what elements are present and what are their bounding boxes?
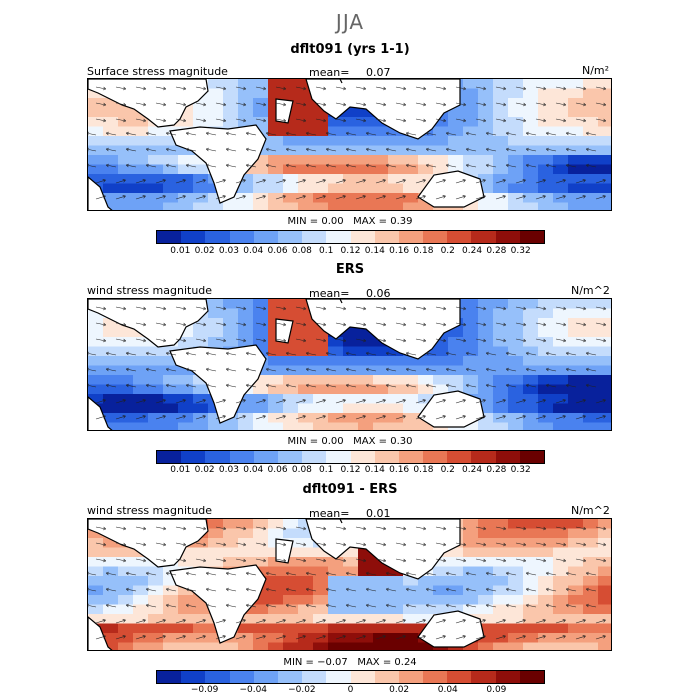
panel-2-minmax: MIN = 0.00 MAX = 0.30 <box>0 436 700 447</box>
season-title: JJA <box>335 10 365 34</box>
panel-1-colorbar-ticks: 0.01 0.02 0.03 0.04 0.06 0.08 0.1 0.12 0.14 0.16 0… <box>156 246 545 260</box>
colorbar-tick-label: 0.16 <box>389 246 410 256</box>
colorbar-tick-label: 0.02 <box>194 465 215 475</box>
panel-1-map <box>87 78 612 211</box>
colorbar-tick-label: −0.04 <box>239 685 268 695</box>
panel-3-min-value: −0.07 <box>317 657 348 668</box>
colorbar-tick-label: −0.02 <box>288 685 316 695</box>
panel-2-mean-value: 0.06 <box>366 287 391 300</box>
colorbar-tick-label: 0.06 <box>267 465 288 475</box>
panel-1-mean-label: mean= <box>309 66 350 79</box>
panel-1-title: dflt091 (yrs 1-1) <box>290 42 410 57</box>
colorbar-tick-label: 0.14 <box>364 465 385 475</box>
panel-2-title: ERS <box>335 262 365 277</box>
panel-3-mean-value: 0.01 <box>366 507 391 520</box>
colorbar-tick-label: 0.04 <box>437 685 458 695</box>
colorbar-tick-label: 0.24 <box>462 246 483 256</box>
colorbar-tick-label: 0.16 <box>389 465 410 475</box>
colorbar-tick-label: 0.28 <box>486 465 507 475</box>
panel-3-title: dflt091 - ERS <box>302 482 398 497</box>
colorbar-tick-label: 0.06 <box>267 246 288 256</box>
colorbar-tick-label: 0.1 <box>319 465 334 475</box>
colorbar-tick-label: 0.1 <box>319 246 334 256</box>
colorbar-tick-label: 0.12 <box>340 246 361 256</box>
panel-1-colorbar <box>156 230 545 244</box>
panel-3-colorbar-ticks: −0.09 −0.04 −0.02 0 0.02 0.04 0.09 <box>156 685 545 699</box>
colorbar-tick-label: 0.18 <box>413 246 434 256</box>
colorbar-tick-label: −0.09 <box>190 685 219 695</box>
panel-3-max-label: MAX = <box>357 657 392 668</box>
panel-2-max-value: 0.30 <box>390 436 413 447</box>
panel-1-mean-value: 0.07 <box>366 66 391 79</box>
colorbar-tick-label: 0.08 <box>291 465 312 475</box>
colorbar-tick-label: 0.04 <box>243 246 264 256</box>
colorbar-tick-label: 0.14 <box>364 246 385 256</box>
colorbar-tick-label: 0.12 <box>340 465 361 475</box>
colorbar-tick-label: 0.09 <box>486 685 507 695</box>
panel-2-mean-label: mean= <box>309 287 350 300</box>
panel-2-units: N/m^2 <box>571 284 610 297</box>
panel-2-colorbar-ticks: 0.01 0.02 0.03 0.04 0.06 0.08 0.1 0.12 0.14 0.16 0… <box>156 465 545 479</box>
colorbar-tick-label: 0.01 <box>170 246 191 256</box>
colorbar-tick-label: 0.04 <box>243 465 264 475</box>
panel-3-map <box>87 518 612 651</box>
panel-1-field-label: Surface stress magnitude <box>87 65 228 78</box>
panel-1-units: N/m² <box>582 64 610 77</box>
colorbar-tick-label: 0.03 <box>218 465 239 475</box>
panel-1-min-label: MIN = <box>287 216 319 227</box>
panel-3-minmax: MIN = −0.07 MAX = 0.24 <box>0 657 700 668</box>
colorbar-tick-label: 0.08 <box>291 246 312 256</box>
colorbar-tick-label: 0.28 <box>486 246 507 256</box>
panel-3-max-value: 0.24 <box>394 657 417 668</box>
panel-3-mean-label: mean= <box>309 507 350 520</box>
colorbar-tick-label: 0.18 <box>413 465 434 475</box>
panel-1-max-label: MAX = <box>353 216 388 227</box>
colorbar-tick-label: 0.2 <box>440 465 455 475</box>
panel-1-minmax: MIN = 0.00 MAX = 0.39 <box>0 216 700 227</box>
colorbar-tick-label: 0 <box>347 685 354 695</box>
panel-2-field-label: wind stress magnitude <box>87 284 213 297</box>
panel-2-max-label: MAX = <box>353 436 388 447</box>
colorbar-tick-label: 0.2 <box>440 246 455 256</box>
panel-2-min-value: 0.00 <box>321 436 344 447</box>
panel-2-colorbar <box>156 450 545 464</box>
colorbar-tick-label: 0.32 <box>510 246 531 256</box>
colorbar-tick-label: 0.03 <box>218 246 239 256</box>
panel-3-colorbar <box>156 670 545 684</box>
panel-2-map <box>87 298 612 431</box>
colorbar-tick-label: 0.02 <box>194 246 215 256</box>
colorbar-tick-label: 0.24 <box>462 465 483 475</box>
panel-3-min-label: MIN = <box>283 657 314 668</box>
panel-3-units: N/m^2 <box>571 504 610 517</box>
panel-2-min-label: MIN = <box>287 436 319 447</box>
colorbar-tick-label: 0.02 <box>389 685 410 695</box>
panel-3-field-label: wind stress magnitude <box>87 504 213 517</box>
panel-1-max-value: 0.39 <box>390 216 413 227</box>
colorbar-tick-label: 0.01 <box>170 465 191 475</box>
colorbar-tick-label: 0.32 <box>510 465 531 475</box>
panel-1-min-value: 0.00 <box>321 216 344 227</box>
